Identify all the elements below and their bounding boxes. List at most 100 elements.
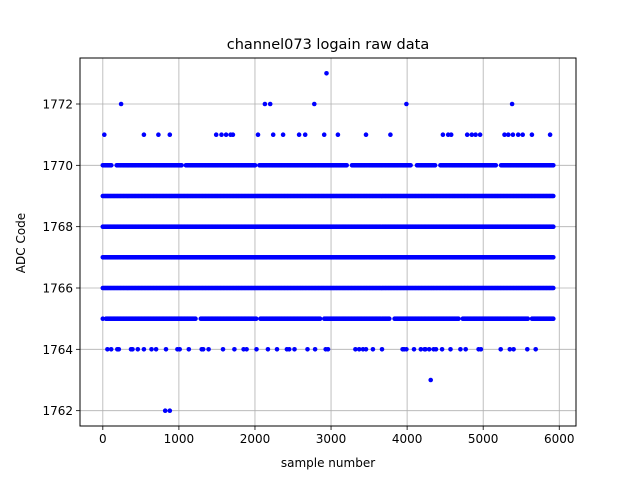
- data-point: [186, 347, 192, 352]
- data-point: [356, 347, 362, 352]
- data-point: [448, 347, 453, 352]
- data-point: [262, 101, 268, 107]
- data-point: [551, 285, 556, 291]
- x-tick-label: 6000: [544, 432, 575, 446]
- data-point: [344, 163, 350, 168]
- y-tick-label: 1762: [42, 404, 73, 418]
- data-point: [167, 132, 173, 137]
- data-point: [220, 347, 226, 352]
- data-point: [116, 347, 122, 352]
- chart-title: channel073 logain raw data: [227, 37, 429, 53]
- data-point: [493, 163, 499, 168]
- data-point: [525, 316, 531, 322]
- data-point: [363, 132, 369, 137]
- data-point: [325, 347, 331, 352]
- data-point: [428, 377, 434, 383]
- data-point: [511, 347, 516, 352]
- data-point: [551, 163, 556, 168]
- data-point: [153, 347, 159, 352]
- data-point: [473, 132, 478, 137]
- data-point: [302, 132, 308, 137]
- x-tick-label: 3000: [316, 432, 347, 446]
- data-point: [305, 347, 310, 352]
- data-point: [274, 347, 280, 352]
- axis-ticks: 0 1000 2000 3000 4000 5000 6000 1762 1764 1766 176…: [42, 98, 574, 447]
- data-point: [219, 132, 224, 137]
- data-point: [321, 132, 327, 137]
- data-point: [252, 163, 258, 168]
- data-point: [469, 132, 475, 137]
- data-point: [253, 316, 259, 322]
- data-point: [418, 347, 424, 352]
- data-point: [533, 347, 538, 352]
- data-point: [324, 71, 329, 76]
- data-point: [108, 347, 114, 352]
- data-point: [230, 132, 236, 137]
- data-point: [463, 347, 469, 352]
- y-tick-label: 1772: [42, 98, 73, 112]
- data-point: [141, 132, 147, 137]
- data-point: [404, 347, 409, 352]
- data-point: [206, 347, 211, 352]
- y-tick-label: 1768: [42, 220, 73, 234]
- data-point: [506, 132, 511, 137]
- data-point: [411, 347, 417, 352]
- y-tick-label: 1764: [42, 343, 73, 357]
- data-point: [335, 132, 341, 137]
- data-point: [149, 347, 154, 352]
- x-tick-label: 4000: [392, 432, 423, 446]
- data-point: [109, 163, 114, 168]
- plot-area-frame: [79, 57, 577, 427]
- data-point: [286, 347, 292, 352]
- data-point: [163, 347, 169, 352]
- data-point: [118, 101, 124, 107]
- data-point: [551, 224, 556, 229]
- data-point: [363, 347, 369, 352]
- data-point: [223, 132, 229, 137]
- data-point: [167, 408, 173, 414]
- y-tick-label: 1770: [42, 159, 73, 173]
- y-axis-label: ADC Code: [14, 213, 28, 273]
- data-point: [353, 347, 358, 352]
- data-point: [515, 132, 521, 137]
- data-point: [270, 132, 276, 137]
- data-point: [193, 316, 198, 322]
- data-point: [525, 347, 530, 352]
- data-point: [179, 163, 184, 168]
- data-point: [265, 347, 271, 352]
- data-point: [280, 132, 286, 137]
- data-point: [292, 347, 297, 352]
- data-point: [507, 347, 513, 352]
- data-point: [502, 132, 507, 137]
- data-point: [520, 132, 525, 137]
- data-point: [162, 408, 168, 414]
- data-point: [388, 132, 393, 137]
- data-point: [213, 132, 219, 137]
- data-point: [130, 347, 135, 352]
- data-point: [529, 132, 535, 137]
- data-points: [100, 71, 556, 414]
- data-point: [312, 101, 317, 107]
- data-point: [547, 132, 553, 137]
- x-tick-label: 5000: [468, 432, 499, 446]
- x-tick-label: 0: [99, 432, 107, 446]
- data-point: [200, 347, 206, 352]
- data-point: [426, 347, 432, 352]
- data-point: [551, 316, 556, 322]
- data-point: [448, 132, 454, 137]
- data-point: [387, 316, 392, 322]
- x-tick-label: 2000: [240, 432, 271, 446]
- data-point: [456, 316, 461, 322]
- data-point: [510, 132, 516, 137]
- data-point: [477, 132, 483, 137]
- data-point: [478, 347, 484, 352]
- y-tick-label: 1766: [42, 282, 73, 296]
- data-point: [464, 132, 470, 137]
- data-point: [408, 163, 413, 168]
- data-point: [404, 101, 409, 107]
- data-point: [379, 347, 385, 352]
- data-point: [135, 347, 141, 352]
- data-point: [156, 132, 161, 137]
